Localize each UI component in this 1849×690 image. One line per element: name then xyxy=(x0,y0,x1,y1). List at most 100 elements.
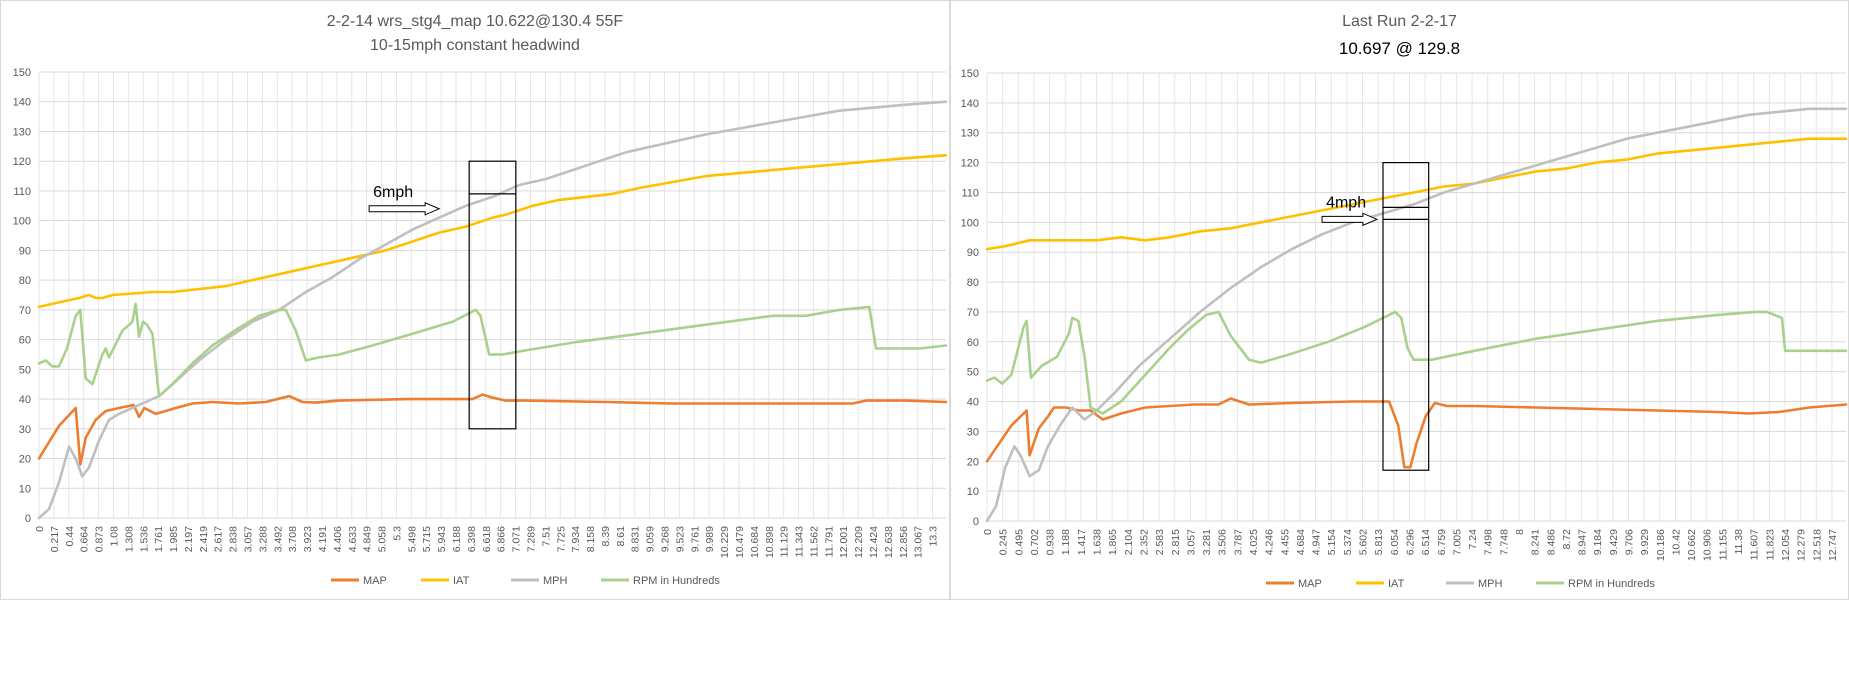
x-tick-label: 10.684 xyxy=(749,526,761,558)
x-tick-label: 0.702 xyxy=(1029,529,1041,555)
legend-label: IAT xyxy=(453,575,470,587)
x-tick-label: 12.747 xyxy=(1827,529,1839,561)
x-tick-label: 0 xyxy=(34,526,46,532)
x-tick-label: 5.374 xyxy=(1342,529,1354,555)
x-tick-label: 3.923 xyxy=(302,526,314,552)
x-tick-label: 3.288 xyxy=(257,526,269,552)
chart-subtitle: 10.697 @ 129.8 xyxy=(1338,39,1461,58)
chart-panel-left: 2-2-14 wrs_stg4_map 10.622@130.4 55F 10-… xyxy=(0,0,950,600)
x-tick-label: 3.057 xyxy=(243,526,255,552)
chart-panel-right: Last Run 2-2-17 10.697 @ 129.8 0 10 20 30 40… xyxy=(950,0,1849,600)
x-tick-label: 5.943 xyxy=(436,526,448,552)
y-tick-label: 90 xyxy=(967,247,979,259)
x-tick-label: 2.197 xyxy=(183,526,195,552)
x-tick-label: 8.486 xyxy=(1545,529,1557,555)
x-tick-label: 1.638 xyxy=(1092,529,1104,555)
x-tick-label: 13.3 xyxy=(928,526,940,547)
annotation-arrow xyxy=(1321,212,1379,227)
annotation-box xyxy=(468,160,517,430)
x-tick-label: 10.906 xyxy=(1702,529,1714,561)
x-tick-label: 0.245 xyxy=(998,529,1010,555)
y-tick-label: 10 xyxy=(19,483,31,495)
series-line xyxy=(985,310,1848,415)
x-tick-label: 3.708 xyxy=(287,526,299,552)
x-tick-label: 4.025 xyxy=(1248,529,1260,555)
x-tick-label: 8.72 xyxy=(1561,529,1573,550)
x-tick-label: 6.398 xyxy=(466,526,478,552)
x-tick-label: 4.849 xyxy=(362,526,374,552)
x-tick-label: 11.129 xyxy=(779,526,791,557)
x-tick-label: 9.184 xyxy=(1592,529,1604,555)
x-tick-label: 1.985 xyxy=(168,526,180,552)
x-tick-label: 11.38 xyxy=(1733,529,1745,555)
legend-label: RPM in Hundreds xyxy=(1568,578,1655,590)
y-tick-label: 40 xyxy=(967,397,979,409)
x-tick-label: 9.429 xyxy=(1608,529,1620,555)
y-tick-label: 80 xyxy=(967,277,979,289)
x-tick-label: 8.241 xyxy=(1530,529,1542,555)
y-tick-label: 140 xyxy=(13,97,31,109)
x-tick-label: 10.479 xyxy=(734,526,746,558)
x-tick-label: 7.51 xyxy=(540,526,552,547)
y-tick-label: 130 xyxy=(961,128,979,140)
y-tick-label: 50 xyxy=(967,367,979,379)
series-line xyxy=(985,137,1848,251)
x-tick-label: 0.495 xyxy=(1013,529,1025,555)
x-tick-label: 1.308 xyxy=(123,526,135,552)
x-tick-label: 1.417 xyxy=(1076,529,1088,555)
x-tick-label: 6.296 xyxy=(1404,529,1416,555)
series-line xyxy=(37,154,948,309)
y-tick-label: 60 xyxy=(967,337,979,349)
x-tick-label: 3.057 xyxy=(1185,529,1197,555)
annotation-box xyxy=(1382,162,1430,471)
series-line xyxy=(985,107,1848,523)
x-tick-label: 2.815 xyxy=(1170,529,1182,555)
x-tick-label: 6.618 xyxy=(481,526,493,552)
x-tick-label: 12.001 xyxy=(838,526,850,558)
x-tick-label: 11.562 xyxy=(808,526,820,557)
x-tick-label: 9.989 xyxy=(704,526,716,552)
x-tick-label: 10.42 xyxy=(1670,529,1682,555)
x-tick-label: 7.289 xyxy=(525,526,537,552)
y-tick-label: 80 xyxy=(19,275,31,287)
x-tick-label: 5.813 xyxy=(1373,529,1385,555)
x-tick-label: 1.761 xyxy=(153,526,165,552)
x-tick-label: 2.104 xyxy=(1123,529,1135,555)
x-tick-label: 9.268 xyxy=(660,526,672,552)
x-tick-label: 6.514 xyxy=(1420,529,1432,555)
x-tick-label: 2.583 xyxy=(1154,529,1166,555)
y-tick-label: 10 xyxy=(967,486,979,498)
y-tick-label: 120 xyxy=(961,158,979,170)
legend-label: MPH xyxy=(543,575,568,587)
x-tick-label: 2.617 xyxy=(213,526,225,552)
x-tick-label: 1.865 xyxy=(1107,529,1119,555)
x-tick-label: 9.059 xyxy=(645,526,657,552)
chart-title: 2-2-14 wrs_stg4_map 10.622@130.4 55F xyxy=(326,13,624,30)
y-tick-label: 100 xyxy=(961,217,979,229)
legend-label: RPM in Hundreds xyxy=(633,575,720,587)
x-tick-label: 7.725 xyxy=(555,526,567,552)
x-tick-label: 3.787 xyxy=(1232,529,1244,555)
x-tick-label: 8.831 xyxy=(630,526,642,552)
x-tick-label: 2.838 xyxy=(228,526,240,552)
series-line xyxy=(37,393,948,466)
x-tick-label: 4.246 xyxy=(1264,529,1276,555)
x-tick-label: 10.898 xyxy=(764,526,776,558)
x-tick-label: 0.217 xyxy=(49,526,61,552)
y-tick-label: 140 xyxy=(961,98,979,110)
x-tick-label: 9.706 xyxy=(1624,529,1636,555)
chart-right-plot: 0 10 20 30 40 50 60 70 80 90 100 110 120 130 140 150 0 0.… xyxy=(961,68,1848,590)
x-tick-label: 9.761 xyxy=(689,526,701,552)
y-tick-label: 30 xyxy=(967,426,979,438)
x-tick-label: 7.071 xyxy=(511,526,523,552)
x-tick-label: 12.054 xyxy=(1780,529,1792,561)
x-tick-label: 5.602 xyxy=(1358,529,1370,555)
legend-label: MAP xyxy=(363,575,387,587)
y-tick-label: 90 xyxy=(19,245,31,257)
y-tick-label: 50 xyxy=(19,364,31,376)
x-tick-label: 7.498 xyxy=(1483,529,1495,555)
x-tick-label: 11.823 xyxy=(1764,529,1776,560)
x-tick-label: 0 xyxy=(982,529,994,535)
x-tick-label: 12.518 xyxy=(1811,529,1823,561)
x-tick-label: 8.947 xyxy=(1577,529,1589,555)
